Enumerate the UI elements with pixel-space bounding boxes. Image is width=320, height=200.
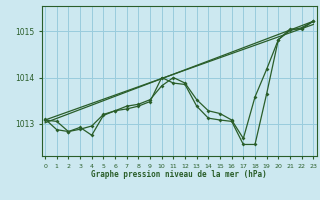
X-axis label: Graphe pression niveau de la mer (hPa): Graphe pression niveau de la mer (hPa) <box>91 170 267 179</box>
